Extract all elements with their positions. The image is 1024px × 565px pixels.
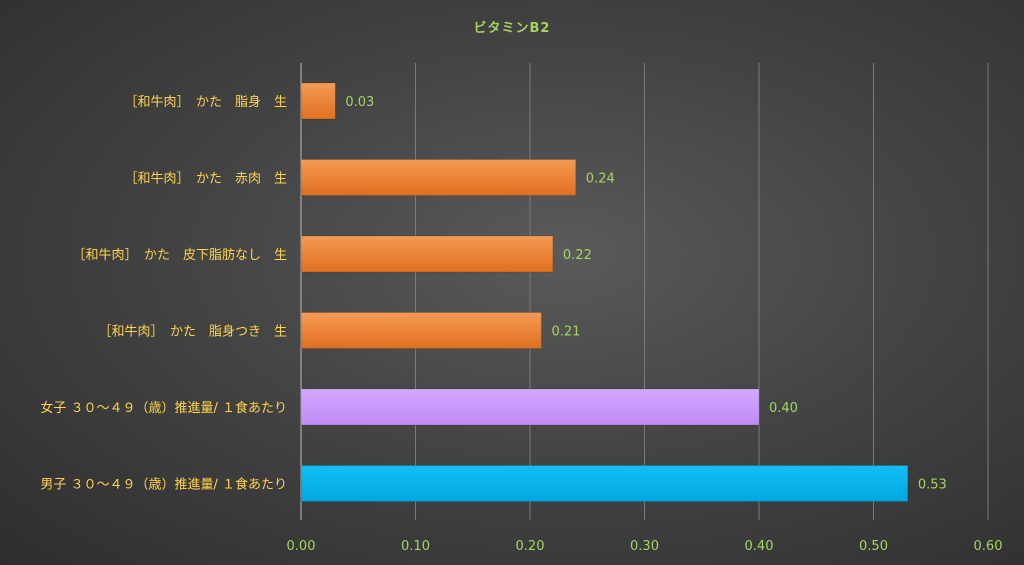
x-tick-label: 0.40 (745, 539, 774, 554)
bars (300, 82, 909, 502)
chart-title: ビタミンB2 (474, 20, 551, 36)
x-tick-label: 0.10 (401, 539, 430, 554)
bar (300, 465, 909, 502)
bar (300, 388, 760, 426)
category-label: 女子 ３０～４９（歳）推進量/ １食あたり (40, 400, 287, 416)
x-tick-label: 0.60 (974, 539, 1003, 554)
category-label: ［和牛肉］ かた 脂身つき 生 (98, 324, 287, 340)
value-label: 0.24 (586, 172, 615, 187)
category-label: ［和牛肉］ かた 赤肉 生 (124, 172, 287, 187)
x-tick-label: 0.30 (630, 539, 659, 554)
bar (300, 312, 542, 349)
x-axis-ticks: 0.00 0.10 0.20 0.30 0.40 0.50 0.60 (287, 539, 1003, 554)
category-label: ［和牛肉］ かた 脂身 生 (124, 94, 287, 110)
value-label: 0.53 (918, 478, 947, 493)
value-labels: 0.03 0.24 0.22 0.21 0.40 0.53 (345, 95, 946, 493)
value-label: 0.40 (769, 401, 798, 416)
bar (300, 159, 577, 196)
x-tick-label: 0.00 (287, 539, 316, 554)
category-label: ［和牛肉］ かた 皮下脂肪なし 生 (72, 247, 287, 263)
value-label: 0.21 (551, 325, 580, 340)
bar (300, 82, 336, 120)
grid-lines (300, 63, 989, 520)
x-tick-label: 0.20 (516, 539, 545, 554)
value-label: 0.22 (563, 248, 592, 263)
bar (300, 235, 554, 273)
category-label: 男子 ３０～４９（歳）推進量/ １食あたり (40, 477, 287, 493)
x-tick-label: 0.50 (859, 539, 888, 554)
value-label: 0.03 (345, 95, 374, 110)
category-labels: ［和牛肉］ かた 脂身 生 ［和牛肉］ かた 赤肉 生 ［和牛肉］ かた 皮下脂肪な… (40, 94, 287, 493)
